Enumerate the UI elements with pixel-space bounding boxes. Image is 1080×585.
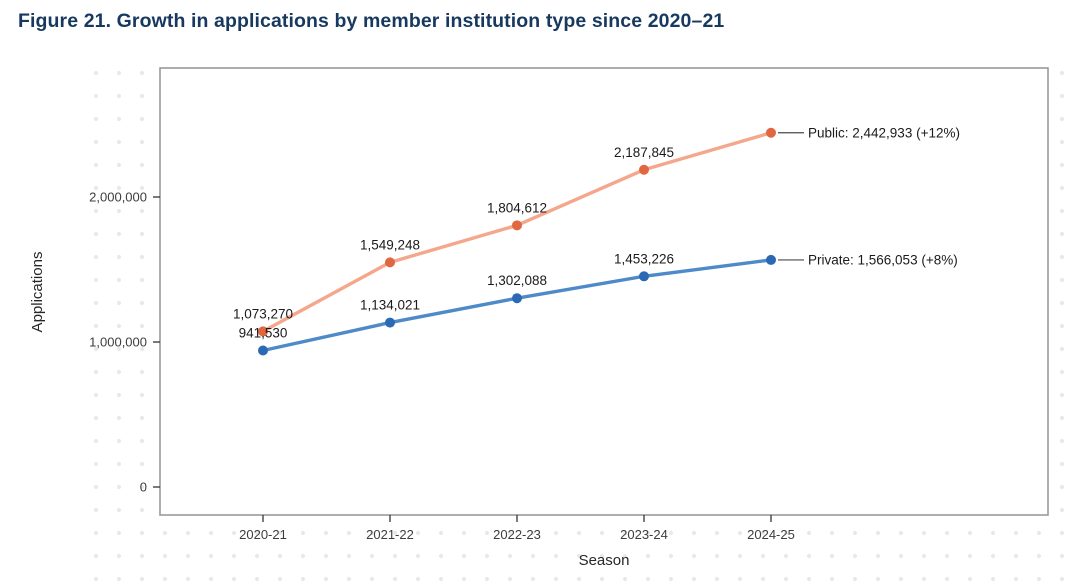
plot-panel xyxy=(159,67,1049,516)
public-value-label: 1,804,612 xyxy=(487,200,547,215)
public-point xyxy=(512,220,522,231)
series-points xyxy=(258,127,776,356)
public-point xyxy=(639,164,649,175)
private-value-label: 1,453,226 xyxy=(614,251,674,266)
public-point xyxy=(385,257,395,268)
private-point xyxy=(639,271,649,282)
y-tick-label: 1,000,000 xyxy=(89,335,147,350)
private-point xyxy=(512,293,522,304)
x-tick-label: 2021-22 xyxy=(366,527,414,542)
x-tick-label: 2022-23 xyxy=(493,527,541,542)
y-ticks: 0 1,000,000 2,000,000 xyxy=(89,190,160,495)
y-tick-label: 2,000,000 xyxy=(89,190,147,205)
private-point xyxy=(385,317,395,328)
public-value-label: 2,187,845 xyxy=(614,145,674,160)
end-labels: Public: 2,442,933 (+12%) Private: 1,566,0… xyxy=(778,125,960,267)
x-tick-label: 2020-21 xyxy=(239,527,287,542)
x-tick-label: 2023-24 xyxy=(620,527,668,542)
public-value-label: 1,549,248 xyxy=(360,237,420,252)
private-point xyxy=(766,254,776,265)
x-ticks: 2020-21 2021-22 2022-23 2023-24 2024-25 xyxy=(239,515,795,542)
private-end-label: Private: 1,566,053 (+8%) xyxy=(808,252,958,267)
y-axis-title: Applications xyxy=(29,252,46,333)
figure-title: Figure 21. Growth in applications by mem… xyxy=(18,10,725,32)
public-point xyxy=(766,127,776,138)
public-value-label: 1,073,270 xyxy=(233,306,293,321)
point-labels: 1,073,270 1,549,248 1,804,612 2,187,845 941,… xyxy=(233,145,674,341)
private-value-label: 1,134,021 xyxy=(360,298,420,313)
y-tick-label: 0 xyxy=(140,480,147,495)
x-tick-label: 2024-25 xyxy=(747,527,795,542)
private-value-label: 1,302,088 xyxy=(487,273,547,288)
private-point xyxy=(258,345,268,356)
private-value-label: 941,530 xyxy=(239,325,288,340)
public-point xyxy=(258,326,268,337)
public-end-label: Public: 2,442,933 (+12%) xyxy=(808,125,960,140)
x-axis-title: Season xyxy=(579,552,630,569)
